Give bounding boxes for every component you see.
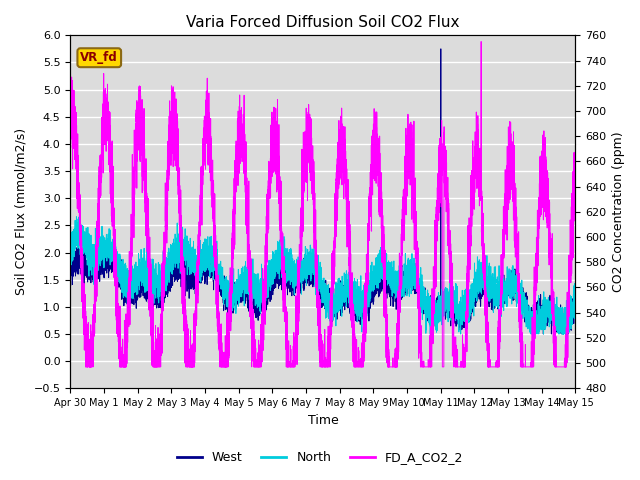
- North: [544, 301, 552, 307]
- FD_A_CO2_2: [238, 128, 246, 134]
- Title: Varia Forced Diffusion Soil CO2 Flux: Varia Forced Diffusion Soil CO2 Flux: [186, 15, 460, 30]
- West: [550, 312, 558, 318]
- FD_A_CO2_2: [436, 152, 444, 158]
- Y-axis label: CO2 Concentration (ppm): CO2 Concentration (ppm): [612, 132, 625, 292]
- West: [436, 46, 444, 52]
- Line: FD_A_CO2_2: FD_A_CO2_2: [70, 42, 575, 367]
- West: [67, 275, 74, 280]
- Line: North: North: [70, 216, 575, 334]
- FD_A_CO2_2: [67, 140, 74, 145]
- West: [572, 301, 579, 307]
- FD_A_CO2_2: [450, 364, 458, 370]
- FD_A_CO2_2: [572, 210, 579, 216]
- Text: VR_fd: VR_fd: [81, 51, 118, 64]
- West: [436, 298, 444, 304]
- West: [238, 280, 246, 286]
- X-axis label: Time: Time: [307, 414, 339, 427]
- North: [436, 306, 444, 312]
- North: [428, 331, 436, 337]
- North: [67, 255, 74, 261]
- North: [238, 280, 246, 286]
- West: [450, 307, 458, 313]
- Legend: West, North, FD_A_CO2_2: West, North, FD_A_CO2_2: [172, 446, 468, 469]
- West: [540, 331, 547, 337]
- FD_A_CO2_2: [305, 133, 313, 139]
- Line: West: West: [70, 49, 575, 334]
- West: [305, 277, 313, 283]
- North: [72, 214, 80, 219]
- Y-axis label: Soil CO2 Flux (mmol/m2/s): Soil CO2 Flux (mmol/m2/s): [15, 128, 28, 295]
- FD_A_CO2_2: [550, 332, 558, 337]
- West: [544, 304, 552, 310]
- FD_A_CO2_2: [544, 176, 552, 181]
- FD_A_CO2_2: [477, 39, 484, 45]
- North: [550, 295, 558, 301]
- North: [450, 308, 458, 314]
- North: [305, 251, 313, 256]
- FD_A_CO2_2: [82, 364, 90, 370]
- North: [572, 305, 579, 311]
